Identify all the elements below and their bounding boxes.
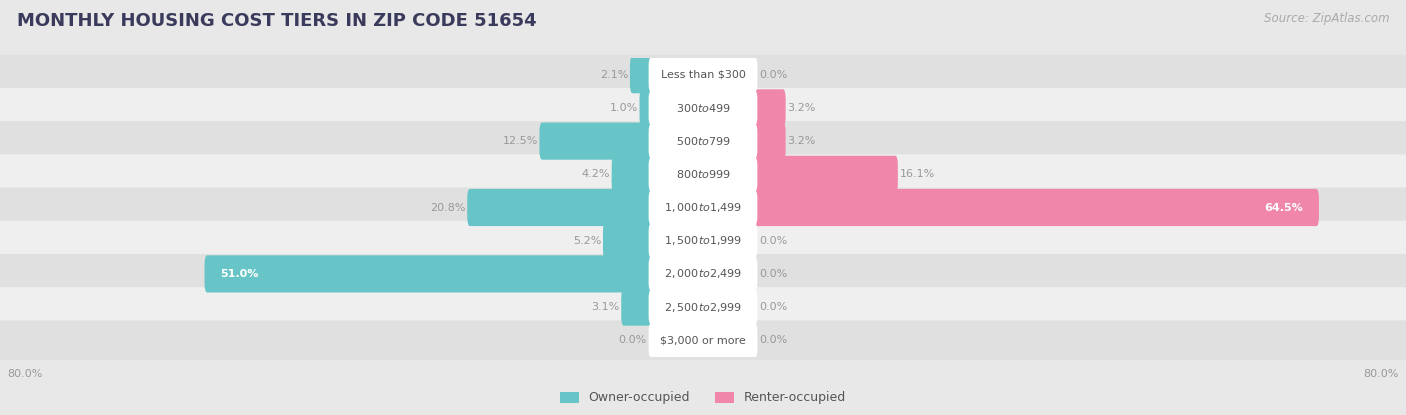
Text: 64.5%: 64.5% [1264,203,1303,212]
FancyBboxPatch shape [648,124,758,158]
Text: Source: ZipAtlas.com: Source: ZipAtlas.com [1264,12,1389,25]
FancyBboxPatch shape [648,58,758,92]
FancyBboxPatch shape [648,190,758,225]
Text: MONTHLY HOUSING COST TIERS IN ZIP CODE 51654: MONTHLY HOUSING COST TIERS IN ZIP CODE 5… [17,12,537,30]
Text: $2,000 to $2,499: $2,000 to $2,499 [664,267,742,281]
FancyBboxPatch shape [630,56,654,93]
FancyBboxPatch shape [0,188,1406,227]
FancyBboxPatch shape [0,254,1406,294]
Text: 20.8%: 20.8% [430,203,465,212]
FancyBboxPatch shape [0,121,1406,161]
Text: $2,500 to $2,999: $2,500 to $2,999 [664,300,742,314]
Text: 80.0%: 80.0% [7,369,42,378]
Text: $500 to $799: $500 to $799 [675,135,731,147]
Text: 0.0%: 0.0% [759,236,787,246]
FancyBboxPatch shape [540,122,654,160]
FancyBboxPatch shape [0,88,1406,128]
FancyBboxPatch shape [603,222,654,259]
Text: 0.0%: 0.0% [619,335,647,345]
Text: 12.5%: 12.5% [502,136,537,146]
FancyBboxPatch shape [648,290,758,324]
FancyBboxPatch shape [467,189,654,226]
Text: $800 to $999: $800 to $999 [675,168,731,180]
FancyBboxPatch shape [752,189,1319,226]
FancyBboxPatch shape [0,320,1406,360]
FancyBboxPatch shape [752,156,898,193]
FancyBboxPatch shape [752,89,786,127]
FancyBboxPatch shape [648,257,758,291]
FancyBboxPatch shape [0,221,1406,261]
Text: $3,000 or more: $3,000 or more [661,335,745,345]
FancyBboxPatch shape [0,55,1406,95]
Text: 16.1%: 16.1% [900,169,935,179]
Text: 1.0%: 1.0% [610,103,638,113]
Legend: Owner-occupied, Renter-occupied: Owner-occupied, Renter-occupied [560,391,846,405]
Text: 2.1%: 2.1% [600,70,628,80]
FancyBboxPatch shape [648,224,758,258]
FancyBboxPatch shape [621,288,654,326]
FancyBboxPatch shape [0,287,1406,327]
Text: 3.1%: 3.1% [592,302,620,312]
FancyBboxPatch shape [752,122,786,160]
Text: 3.2%: 3.2% [787,103,815,113]
Text: $300 to $499: $300 to $499 [675,102,731,114]
Text: 0.0%: 0.0% [759,335,787,345]
FancyBboxPatch shape [640,89,654,127]
FancyBboxPatch shape [612,156,654,193]
FancyBboxPatch shape [648,157,758,191]
Text: 3.2%: 3.2% [787,136,815,146]
FancyBboxPatch shape [204,255,654,293]
Text: $1,500 to $1,999: $1,500 to $1,999 [664,234,742,247]
Text: $1,000 to $1,499: $1,000 to $1,499 [664,201,742,214]
Text: 5.2%: 5.2% [572,236,602,246]
FancyBboxPatch shape [0,154,1406,194]
Text: 0.0%: 0.0% [759,70,787,80]
Text: 0.0%: 0.0% [759,269,787,279]
Text: 0.0%: 0.0% [759,302,787,312]
Text: 80.0%: 80.0% [1364,369,1399,378]
Text: Less than $300: Less than $300 [661,70,745,80]
FancyBboxPatch shape [648,91,758,125]
FancyBboxPatch shape [648,323,758,357]
Text: 4.2%: 4.2% [582,169,610,179]
Text: 51.0%: 51.0% [221,269,259,279]
